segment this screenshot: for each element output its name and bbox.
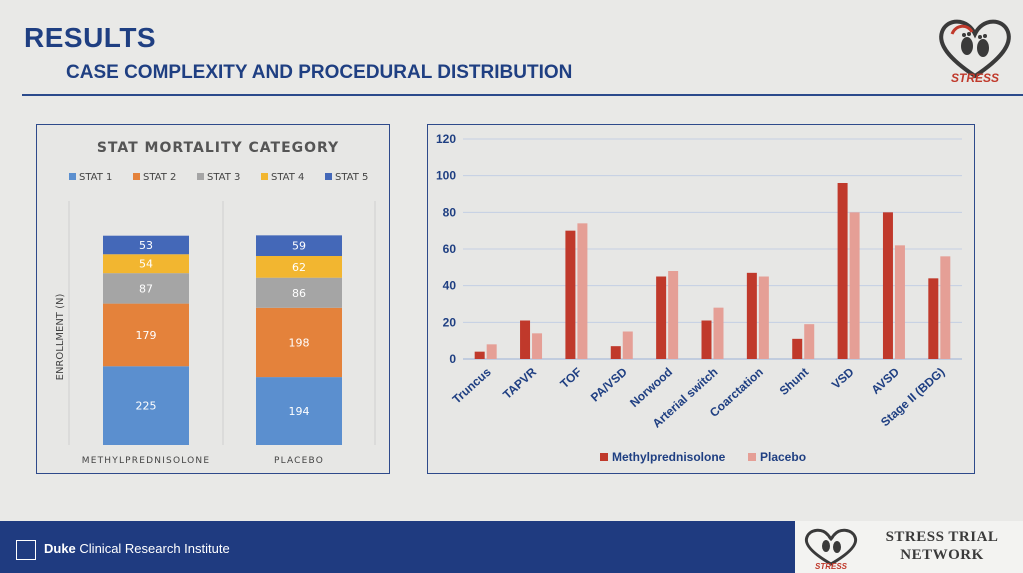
x-label-tapvr: TAPVR [500, 365, 539, 402]
x-label-truncus: Truncus [450, 365, 494, 407]
stack-segment-methylprednisolone-stat-3 [103, 273, 189, 304]
stack-label-placebo-stat-5: 59 [292, 240, 306, 253]
stack-segment-placebo-stat-5 [256, 235, 342, 256]
stack-label-placebo-stat-3: 86 [292, 287, 306, 300]
stack-segment-placebo-stat-4 [256, 256, 342, 278]
bar-stage-ii-bdg--methylprednisolone [928, 278, 939, 359]
stat-chart-title: STAT MORTALITY CATEGORY [97, 140, 339, 156]
stack-label-placebo-stat-1: 194 [289, 405, 310, 418]
x-label-vsd: VSD [829, 365, 857, 392]
stress-trial-network-label: STRESS TRIAL NETWORK [885, 529, 999, 563]
bar-tof-placebo [577, 223, 588, 359]
institute-name: Duke Clinical Research Institute [44, 541, 230, 556]
bar-norwood-placebo [668, 271, 679, 359]
y-tick-60: 60 [443, 242, 457, 256]
page-subtitle: CASE COMPLEXITY AND PROCEDURAL DISTRIBUT… [66, 62, 573, 83]
stack-label-placebo-stat-2: 198 [289, 336, 310, 349]
stack-label-methylprednisolone-stat-3: 87 [139, 282, 153, 295]
stat-mortality-chart: STAT MORTALITY CATEGORY STAT 1 STAT 2 STAT… [55, 140, 376, 466]
legend-swatch-stat-4 [261, 173, 268, 180]
y-tick-80: 80 [443, 205, 457, 219]
legend-swatch-methylprednisolone [600, 453, 608, 461]
bar-tapvr-placebo [532, 333, 543, 359]
page-title: RESULTS [24, 22, 157, 53]
stack-segment-methylprednisolone-stat-2 [103, 303, 189, 367]
legend-swatch-stat-5 [325, 173, 332, 180]
y-tick-100: 100 [436, 169, 456, 183]
title-divider [22, 94, 1023, 96]
x-label-avsd: AVSD [868, 365, 902, 397]
category-label-methylprednisolone: METHYLPREDNISOLONE [82, 456, 211, 466]
procedure-panel: 0 20 40 60 80 100 120 Truncus TAPVR TOF PA/VSD Nor… [427, 124, 975, 474]
x-label-pa-vsd: PA/VSD [588, 365, 630, 405]
stack-label-methylprednisolone-stat-5: 53 [139, 239, 153, 252]
bar-avsd-methylprednisolone [882, 212, 893, 359]
y-tick-0: 0 [449, 352, 456, 366]
bar-vsd-methylprednisolone [837, 183, 848, 359]
stack-label-placebo-stat-4: 62 [292, 261, 306, 274]
stack-label-methylprednisolone-stat-4: 54 [139, 258, 153, 271]
legend-label-stat-4: STAT 4 [271, 172, 304, 183]
legend-swatch-placebo [748, 453, 756, 461]
bar-arterial-switch-methylprednisolone [701, 320, 712, 359]
bar-truncus-placebo [486, 344, 497, 359]
category-label-placebo: PLACEBO [274, 456, 324, 466]
stress-logo-text: STRESS [951, 71, 999, 85]
x-label-tof: TOF [557, 365, 584, 391]
y-tick-40: 40 [443, 279, 457, 293]
stress-network-logo-icon: STRESS [804, 528, 858, 570]
stack-segment-placebo-stat-2 [256, 307, 342, 378]
bar-shunt-methylprednisolone [792, 338, 803, 359]
legend-label-stat-5: STAT 5 [335, 172, 368, 183]
legend-swatch-stat-3 [197, 173, 204, 180]
duke-logo-icon [16, 540, 36, 560]
bar-coarctation-placebo [758, 276, 769, 359]
bar-pa-vsd-methylprednisolone [610, 346, 621, 359]
legend-swatch-stat-2 [133, 173, 140, 180]
bar-coarctation-methylprednisolone [746, 272, 757, 359]
legend-label-stat-3: STAT 3 [207, 172, 240, 183]
stack-segment-methylprednisolone-stat-1 [103, 366, 189, 445]
y-tick-20: 20 [443, 315, 457, 329]
legend-label-stat-2: STAT 2 [143, 172, 176, 183]
legend-label-placebo: Placebo [760, 450, 806, 464]
bar-vsd-placebo [849, 212, 860, 359]
x-label-shunt: Shunt [777, 365, 812, 398]
bar-tof-methylprednisolone [565, 230, 576, 359]
legend-label-methylprednisolone: Methylprednisolone [612, 450, 726, 464]
y-tick-120: 120 [436, 132, 456, 146]
bar-stage-ii-bdg--placebo [940, 256, 951, 359]
bar-norwood-methylprednisolone [656, 276, 667, 359]
stress-logo-icon: STRESS [939, 19, 1011, 85]
bar-tapvr-methylprednisolone [520, 320, 531, 359]
legend-label-stat-1: STAT 1 [79, 172, 112, 183]
stack-segment-placebo-stat-1 [256, 377, 342, 445]
stack-segment-placebo-stat-3 [256, 277, 342, 308]
stat-mortality-panel: STAT MORTALITY CATEGORY STAT 1 STAT 2 STAT… [36, 124, 390, 474]
bar-shunt-placebo [804, 324, 815, 359]
bar-avsd-placebo [894, 245, 905, 359]
bar-truncus-methylprednisolone [474, 351, 485, 359]
stack-label-methylprednisolone-stat-2: 179 [136, 329, 157, 342]
bar-pa-vsd-placebo [622, 331, 633, 359]
bar-arterial-switch-placebo [713, 307, 724, 359]
legend-swatch-stat-1 [69, 173, 76, 180]
stack-segment-methylprednisolone-stat-5 [103, 235, 189, 255]
stat-chart-ylabel: ENROLLMENT (N) [55, 294, 66, 381]
stack-segment-methylprednisolone-stat-4 [103, 254, 189, 274]
stress-network-logo-text: STRESS [815, 562, 848, 570]
stack-label-methylprednisolone-stat-1: 225 [136, 400, 157, 413]
